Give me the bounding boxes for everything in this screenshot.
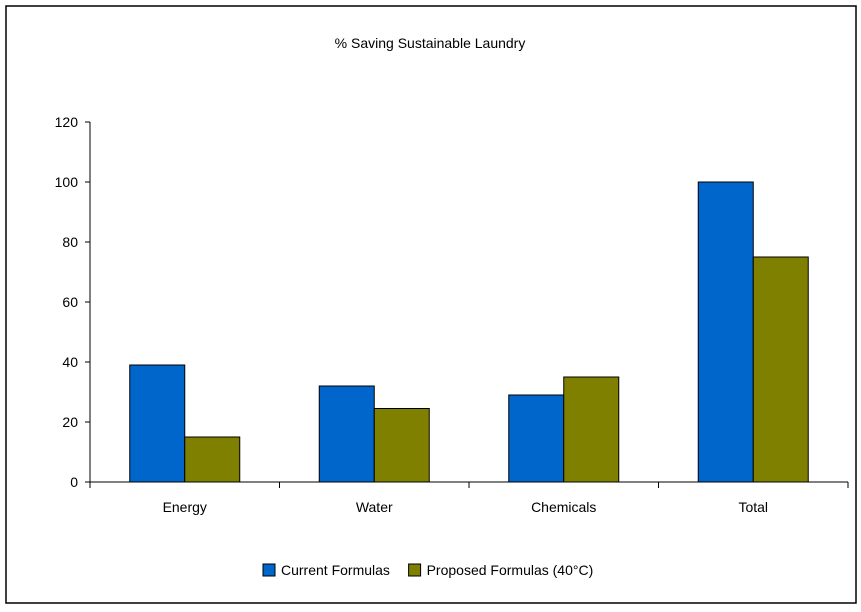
y-tick-label: 120 <box>55 114 79 130</box>
bar-energy-series-1 <box>129 364 186 483</box>
legend-label-series-1: Current Formulas <box>281 562 390 578</box>
bar-water-series-1 <box>318 385 375 483</box>
legend: Current Formulas Proposed Formulas (40°C) <box>262 562 594 578</box>
y-tick-label: 80 <box>62 234 78 250</box>
y-tick-label: 20 <box>62 414 78 430</box>
x-category-label: Chemicals <box>531 499 596 515</box>
bar-total-series-2 <box>752 256 809 483</box>
bar-water-series-2 <box>373 408 430 483</box>
y-tick-label: 60 <box>62 294 78 310</box>
legend-swatch-series-1 <box>262 563 276 577</box>
y-tick-label: 0 <box>70 474 78 490</box>
x-category-label: Water <box>356 499 393 515</box>
y-tick-label: 100 <box>55 174 79 190</box>
legend-swatch-series-2 <box>408 563 422 577</box>
plot-area: 0 20 40 60 80 100 120 Energy Water Chemicals Total <box>55 114 849 515</box>
y-tick-label: 40 <box>62 354 78 370</box>
bar-energy-series-2 <box>184 436 241 483</box>
bar-chemicals-series-2 <box>563 376 620 483</box>
x-category-label: Energy <box>163 499 207 515</box>
x-category-label: Total <box>738 499 768 515</box>
legend-label-series-2: Proposed Formulas (40°C) <box>427 562 594 578</box>
chart-title: % Saving Sustainable Laundry <box>335 35 526 51</box>
bar-total-series-1 <box>697 181 754 483</box>
bar-chemicals-series-1 <box>508 394 565 483</box>
